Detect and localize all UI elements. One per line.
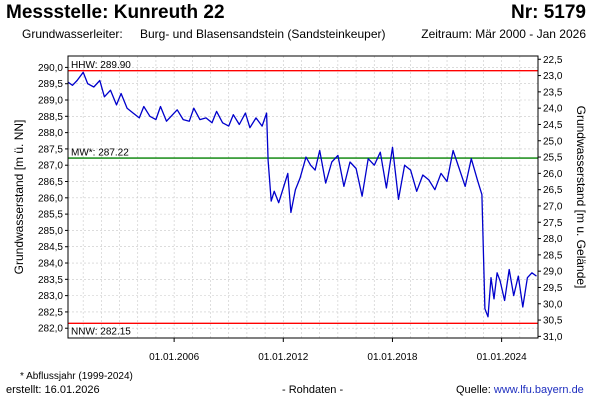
y-right-tick-label: 29,5 xyxy=(543,283,563,294)
y-tick-label: 287,0 xyxy=(38,161,63,172)
x-tick-label: 01.01.2018 xyxy=(367,352,417,363)
y-tick-label: 285,0 xyxy=(38,226,63,237)
y-right-tick-label: 22,5 xyxy=(543,55,563,66)
raw-data-note: - Rohdaten - xyxy=(282,384,344,396)
aquifer-label: Grundwasserleiter: xyxy=(22,27,123,41)
y-right-tick-label: 23,5 xyxy=(543,87,563,98)
y-right-tick-label: 28,5 xyxy=(543,250,563,261)
y-axis-label: Grundwasserstand [m ü. NN] xyxy=(12,120,26,275)
y-right-tick-label: 27,0 xyxy=(543,201,563,212)
y-right-tick-label: 25,0 xyxy=(543,136,563,147)
y-axis-label-right: Grundwasserstand [m u. Gelände] xyxy=(574,106,588,289)
y-right-tick-label: 25,5 xyxy=(543,153,563,164)
y-tick-label: 287,5 xyxy=(38,144,63,155)
y-right-tick-label: 23,0 xyxy=(543,71,563,82)
y-right-tick-label: 27,5 xyxy=(543,218,563,229)
y-right-tick-label: 31,0 xyxy=(543,332,563,343)
y-tick-label: 288,5 xyxy=(38,112,63,123)
series-layer xyxy=(67,71,537,318)
tick-layer: 282,0 282,5 283,0 283,5 284,0 284,5 285,0 285,5… xyxy=(38,55,563,363)
aquifer-value: Burg- und Blasensandstein (Sandsteinkeup… xyxy=(140,27,386,41)
y-tick-label: 289,5 xyxy=(38,79,63,90)
groundwater-level-line xyxy=(67,71,537,318)
x-tick-label: 01.01.2006 xyxy=(149,352,199,363)
reference-lines: HHW: 289.90 MW*: 287.22 NNW: 282.15 xyxy=(68,60,538,337)
y-tick-label: 286,0 xyxy=(38,193,63,204)
y-tick-label: 288,0 xyxy=(38,128,63,139)
y-tick-label: 283,0 xyxy=(38,291,63,302)
y-right-tick-label: 30,0 xyxy=(543,299,563,310)
period-label: Zeitraum: Mär 2000 - Jan 2026 xyxy=(421,27,586,41)
created-date: 16.01.2026 xyxy=(44,384,100,396)
y-tick-label: 284,0 xyxy=(38,259,63,270)
y-right-tick-label: 29,0 xyxy=(543,267,563,278)
source-link[interactable]: www.lfu.bayern.de xyxy=(493,384,584,396)
y-tick-label: 289,0 xyxy=(38,96,63,107)
hhw-label: HHW: 289.90 xyxy=(71,60,131,71)
mw-label: MW*: 287.22 xyxy=(71,148,129,159)
y-right-tick-label: 26,0 xyxy=(543,169,563,180)
created-info: erstellt: 16.01.2026 xyxy=(6,384,100,396)
y-tick-label: 286,5 xyxy=(38,177,63,188)
page-title: Messstelle: Kunreuth 22 xyxy=(6,2,225,23)
y-right-tick-label: 26,5 xyxy=(543,185,563,196)
y-tick-label: 284,5 xyxy=(38,242,63,253)
y-tick-label: 282,5 xyxy=(38,307,63,318)
y-tick-label: 290,0 xyxy=(38,63,63,74)
station-number: Nr: 5179 xyxy=(511,2,586,23)
source-info: Quelle: www.lfu.bayern.de xyxy=(456,384,584,396)
x-tick-label: 01.01.2024 xyxy=(477,352,527,363)
created-label: erstellt: xyxy=(6,384,42,396)
y-tick-label: 283,5 xyxy=(38,275,63,286)
y-right-tick-label: 28,0 xyxy=(543,234,563,245)
footnote: * Abflussjahr (1999-2024) xyxy=(20,371,133,382)
plot-frame xyxy=(67,55,539,339)
source-label: Quelle: xyxy=(456,384,491,396)
y-right-tick-label: 24,0 xyxy=(543,104,563,115)
nnw-label: NNW: 282.15 xyxy=(71,326,131,337)
y-tick-label: 282,0 xyxy=(38,324,63,335)
y-right-tick-label: 30,5 xyxy=(543,316,563,327)
x-tick-label: 01.01.2012 xyxy=(258,352,308,363)
grid-layer xyxy=(68,56,539,338)
y-right-tick-label: 24,5 xyxy=(543,120,563,131)
y-tick-label: 285,5 xyxy=(38,210,63,221)
